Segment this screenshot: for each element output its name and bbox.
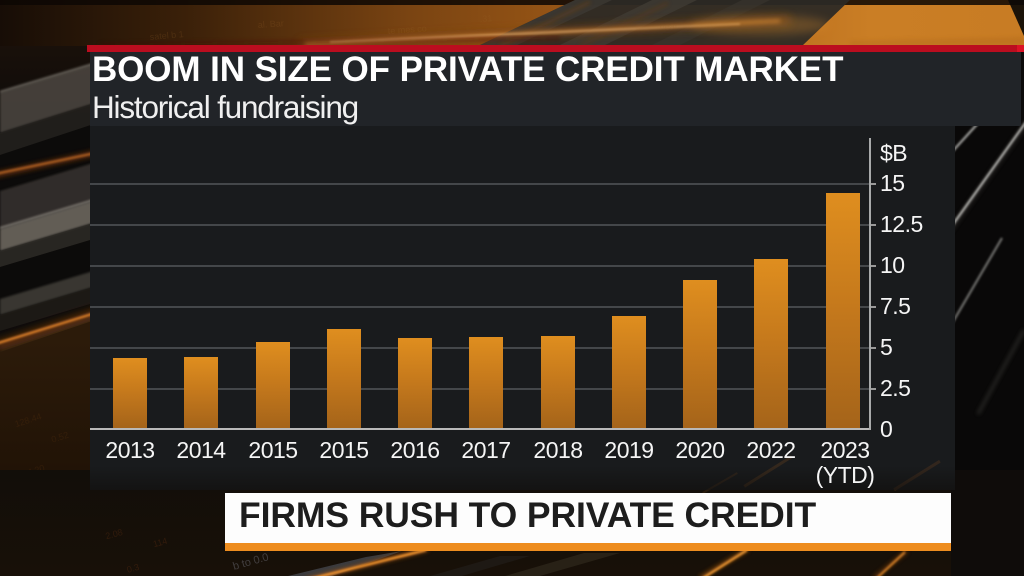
- svg-text:0.3: 0.3: [126, 562, 141, 575]
- svg-text:al. Bar: al. Bar: [257, 18, 284, 30]
- svg-text:2.08: 2.08: [104, 527, 124, 541]
- svg-text:near: near: [659, 21, 678, 32]
- svg-text:.31: .31: [479, 13, 492, 24]
- svg-text:te mes co: te mes co: [387, 23, 427, 36]
- svg-text:114: 114: [152, 536, 168, 549]
- svg-text:satel b 1: satel b 1: [149, 29, 184, 42]
